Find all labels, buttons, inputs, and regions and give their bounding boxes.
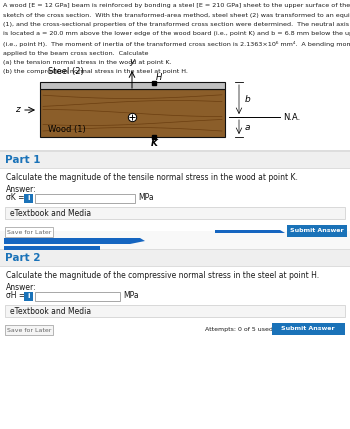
Bar (287, 225, 347, 237)
Text: Answer:: Answer: (6, 185, 37, 194)
Text: N.A.: N.A. (283, 112, 300, 121)
Text: is located a = 20.0 mm above the lower edge of the wood board (i.e., point K) an: is located a = 20.0 mm above the lower e… (3, 31, 350, 36)
Bar (5, 207, 345, 219)
Text: Part 1: Part 1 (5, 155, 41, 165)
Text: eTextbook and Media: eTextbook and Media (10, 306, 91, 315)
Text: eTextbook and Media: eTextbook and Media (10, 208, 91, 218)
Text: Calculate the magnitude of the compressive normal stress in the steel at point H: Calculate the magnitude of the compressi… (6, 271, 319, 280)
Text: σK =: σK = (6, 193, 24, 202)
Text: MPa: MPa (138, 193, 154, 202)
Text: (b) the compression normal stress in the steel at point H.: (b) the compression normal stress in the… (3, 69, 188, 75)
Text: σH =: σH = (6, 291, 25, 300)
Text: K: K (150, 139, 158, 148)
Polygon shape (215, 230, 285, 233)
Bar (0, 152, 350, 168)
Text: (1), and the cross-sectional properties of the transformed cross section were de: (1), and the cross-sectional properties … (3, 22, 350, 27)
Bar (5, 227, 53, 237)
Text: z: z (15, 106, 20, 115)
Text: H: H (156, 73, 162, 82)
Text: Part 2: Part 2 (5, 253, 41, 263)
Bar (0, 249, 350, 250)
Bar (5, 325, 53, 335)
Text: i: i (27, 293, 30, 299)
Text: Save for Later: Save for Later (7, 230, 51, 235)
Text: b: b (245, 95, 251, 104)
Polygon shape (4, 246, 100, 250)
Bar (40, 82, 225, 89)
Bar (24, 194, 33, 203)
Bar (35, 194, 135, 203)
Text: Answer:: Answer: (6, 283, 37, 292)
Text: applied to the beam cross section.  Calculate: applied to the beam cross section. Calcu… (3, 51, 148, 55)
Bar (0, 168, 350, 243)
Bar (40, 89, 225, 137)
Bar (0, 250, 350, 266)
Bar (35, 292, 120, 301)
Text: Submit Answer: Submit Answer (290, 229, 344, 233)
Text: Save for Later: Save for Later (7, 327, 51, 332)
Text: a: a (245, 123, 251, 132)
Bar (5, 305, 345, 317)
Text: i: i (27, 195, 30, 201)
Text: Attempts: 0 of 5 used: Attempts: 0 of 5 used (205, 327, 273, 332)
Bar (0, 266, 350, 346)
Text: (a) the tension normal stress in the wood at point K.: (a) the tension normal stress in the woo… (3, 60, 172, 65)
Bar (0, 150, 350, 152)
Text: y: y (129, 57, 135, 66)
Text: A wood [E = 12 GPa] beam is reinforced by bonding a steel [E = 210 GPa] sheet to: A wood [E = 12 GPa] beam is reinforced b… (3, 3, 350, 8)
Text: Submit Answer: Submit Answer (281, 326, 335, 332)
Bar (0, 231, 350, 251)
Text: Calculate the magnitude of the tensile normal stress in the wood at point K.: Calculate the magnitude of the tensile n… (6, 173, 298, 182)
Bar (272, 323, 345, 335)
Text: Wood (1): Wood (1) (48, 125, 86, 134)
Text: Steel (2): Steel (2) (48, 67, 84, 76)
Polygon shape (4, 238, 145, 244)
Bar (0, 168, 350, 169)
Text: (i.e., point H).  The moment of inertia of the transformed cross section is 2.13: (i.e., point H). The moment of inertia o… (3, 41, 350, 47)
Bar (24, 292, 33, 301)
Text: sketch of the cross section.  With the transformed-area method, steel sheet (2) : sketch of the cross section. With the tr… (3, 12, 350, 18)
Text: MPa: MPa (123, 291, 139, 300)
